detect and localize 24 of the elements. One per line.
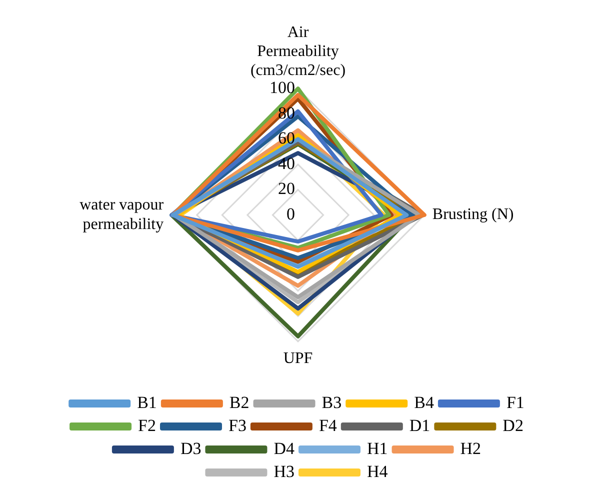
- spoke-label: Air Permeability (cm3/cm2/sec): [250, 24, 346, 80]
- legend-label: D2: [502, 416, 524, 435]
- legend-label: H2: [460, 438, 482, 458]
- legend-label: F2: [138, 416, 156, 435]
- legend-label: H1: [367, 438, 388, 458]
- legend-label: F3: [228, 416, 246, 435]
- legend-label: H4: [367, 462, 388, 481]
- y-tick-label: 100: [270, 78, 295, 98]
- y-tick-label: 80: [278, 103, 295, 122]
- legend-label: F4: [318, 416, 338, 435]
- legend-label: B4: [414, 392, 434, 412]
- legend-label: B3: [322, 392, 342, 412]
- spoke-label: Brusting (N): [432, 206, 514, 224]
- legend-label: D3: [180, 438, 202, 458]
- legend-label: D1: [409, 416, 430, 435]
- legend-label: B2: [229, 392, 250, 412]
- y-tick-label: 20: [278, 179, 295, 198]
- spoke-label: water vapour permeability: [80, 196, 164, 233]
- y-tick-label: 0: [286, 204, 295, 224]
- legend-label: D4: [274, 438, 295, 458]
- legend-label: F1: [506, 392, 524, 412]
- legend-label: B1: [137, 392, 157, 412]
- legend-label: H3: [274, 462, 295, 481]
- spoke-label: UPF: [283, 350, 313, 368]
